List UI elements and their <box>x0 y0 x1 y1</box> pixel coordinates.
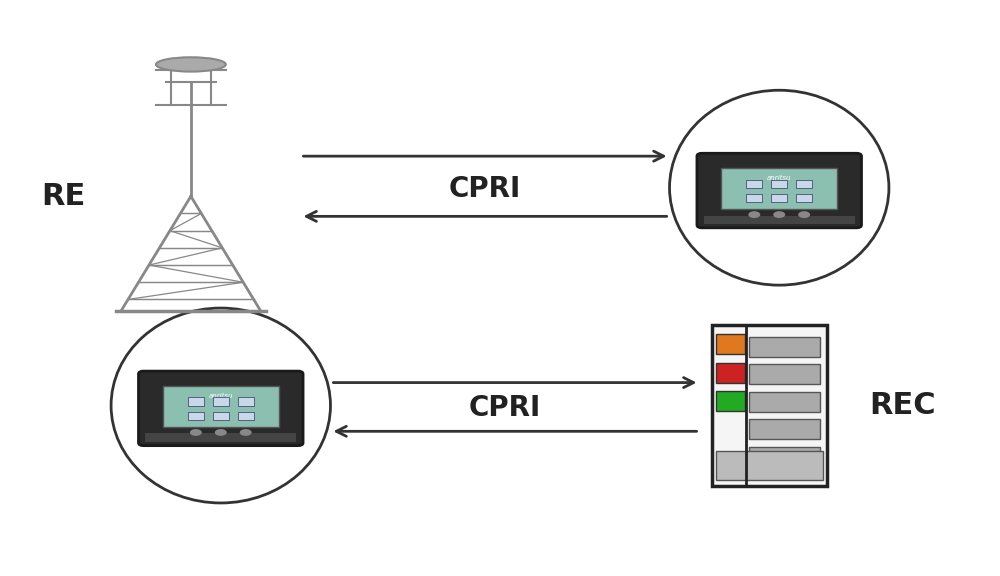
Circle shape <box>190 429 202 436</box>
Bar <box>749 419 820 439</box>
Text: anritsu: anritsu <box>767 175 791 181</box>
Bar <box>796 194 812 202</box>
Ellipse shape <box>111 308 330 503</box>
Circle shape <box>798 211 810 218</box>
Bar <box>704 215 855 224</box>
Bar <box>188 397 204 406</box>
Bar <box>746 180 762 188</box>
Circle shape <box>773 211 785 218</box>
Bar <box>749 337 820 357</box>
Ellipse shape <box>156 57 226 71</box>
Bar <box>716 391 745 411</box>
Bar <box>746 194 762 202</box>
FancyBboxPatch shape <box>721 168 837 209</box>
Text: RE: RE <box>41 182 86 211</box>
Bar <box>716 362 745 382</box>
FancyBboxPatch shape <box>697 153 861 228</box>
Bar <box>796 180 812 188</box>
Circle shape <box>240 429 252 436</box>
FancyBboxPatch shape <box>163 386 279 427</box>
Bar <box>238 397 254 406</box>
Text: REC: REC <box>869 391 936 420</box>
Bar <box>213 412 229 420</box>
FancyBboxPatch shape <box>139 371 303 446</box>
Bar <box>749 392 820 412</box>
Bar <box>749 364 820 384</box>
Bar <box>188 412 204 420</box>
Bar <box>716 334 745 354</box>
Bar <box>771 194 787 202</box>
Bar <box>238 412 254 420</box>
Ellipse shape <box>670 90 889 285</box>
Text: anritsu: anritsu <box>209 393 233 399</box>
Bar <box>716 451 823 480</box>
Bar <box>145 433 296 442</box>
Bar <box>213 397 229 406</box>
Bar <box>712 325 827 486</box>
Text: CPRI: CPRI <box>469 395 541 422</box>
Circle shape <box>215 429 227 436</box>
Circle shape <box>748 211 760 218</box>
Bar <box>771 180 787 188</box>
Bar <box>749 447 820 467</box>
Text: CPRI: CPRI <box>449 176 521 203</box>
